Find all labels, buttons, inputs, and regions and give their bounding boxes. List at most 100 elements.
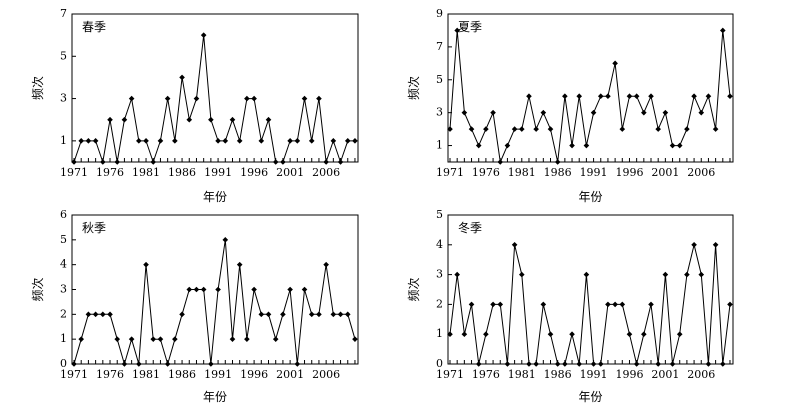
data-point xyxy=(121,116,128,123)
data-point xyxy=(186,286,193,293)
data-point xyxy=(605,93,611,100)
x-tick-label: 1996 xyxy=(240,368,268,381)
y-tick-label: 5 xyxy=(60,233,67,246)
data-point xyxy=(287,138,293,144)
x-tick-label: 1981 xyxy=(508,166,536,179)
data-point xyxy=(576,93,583,100)
data-point xyxy=(554,361,561,367)
data-point xyxy=(576,361,583,367)
data-point xyxy=(179,74,185,81)
data-point xyxy=(526,93,532,100)
data-point xyxy=(200,286,207,293)
chart-panel-spring: 1 3 5 7 1971 1976 1981 1986 1991 1996 2001 2006 春季年份… xyxy=(31,7,359,204)
data-point xyxy=(547,331,554,337)
x-tick-label: 1981 xyxy=(132,368,160,381)
data-point xyxy=(727,301,733,308)
data-point xyxy=(337,311,344,318)
data-point xyxy=(612,60,618,67)
data-point xyxy=(641,331,647,337)
data-point xyxy=(344,311,351,318)
data-point xyxy=(258,311,265,318)
x-tick-label: 1986 xyxy=(544,368,572,381)
data-point xyxy=(719,361,726,367)
data-point xyxy=(244,95,250,102)
data-point xyxy=(121,361,128,367)
data-point xyxy=(490,301,496,308)
data-point xyxy=(186,116,193,123)
data-point xyxy=(569,142,575,149)
x-tick-label: 1971 xyxy=(60,166,88,179)
data-point xyxy=(447,126,453,132)
data-point xyxy=(301,95,308,102)
data-point xyxy=(157,336,164,342)
data-point xyxy=(540,109,547,116)
data-point xyxy=(352,336,358,342)
data-point xyxy=(251,95,257,102)
data-point xyxy=(143,261,149,268)
data-point xyxy=(712,242,719,248)
x-tick-label: 1981 xyxy=(508,368,536,381)
data-point xyxy=(272,159,279,165)
x-tick-label: 2001 xyxy=(276,368,304,381)
data-point xyxy=(676,142,683,149)
data-point xyxy=(316,311,322,318)
data-point xyxy=(698,109,705,116)
data-point xyxy=(236,138,243,144)
data-point xyxy=(691,242,697,248)
data-point xyxy=(669,361,676,367)
y-tick-label: 0 xyxy=(60,357,67,370)
data-point xyxy=(475,142,482,149)
data-point xyxy=(114,336,121,342)
data-point xyxy=(157,138,164,144)
data-point xyxy=(344,138,351,144)
data-point xyxy=(287,286,293,293)
y-tick-label: 4 xyxy=(436,238,443,251)
x-tick-label: 1971 xyxy=(436,166,464,179)
y-tick-label: 1 xyxy=(436,327,443,340)
data-point xyxy=(554,159,561,165)
data-point xyxy=(128,336,135,342)
data-point xyxy=(136,361,142,367)
data-point xyxy=(712,126,719,132)
data-point xyxy=(222,237,229,243)
x-axis-title: 年份 xyxy=(203,390,227,404)
chart-title: 冬季 xyxy=(458,220,482,235)
data-point xyxy=(294,361,301,367)
x-tick-label: 1976 xyxy=(96,166,124,179)
data-point xyxy=(229,116,236,123)
data-point xyxy=(475,361,482,367)
data-point xyxy=(454,271,460,278)
data-point xyxy=(633,93,640,100)
x-tick-label: 2001 xyxy=(276,166,304,179)
data-point xyxy=(684,271,690,278)
data-point xyxy=(583,142,590,149)
data-point xyxy=(648,301,654,308)
data-point xyxy=(533,126,539,132)
data-point xyxy=(337,159,344,165)
y-tick-label: 4 xyxy=(60,258,67,271)
y-tick-label: 3 xyxy=(60,92,67,105)
data-point xyxy=(705,361,712,367)
data-point xyxy=(727,93,733,100)
plot-frame xyxy=(447,214,734,365)
data-point xyxy=(308,138,315,144)
data-point xyxy=(447,331,453,337)
data-point xyxy=(676,331,683,337)
x-tick-label: 1991 xyxy=(580,166,608,179)
x-tick-label: 1986 xyxy=(168,368,196,381)
data-point xyxy=(698,271,705,278)
plot-frame xyxy=(71,13,359,163)
y-tick-label: 2 xyxy=(60,307,67,320)
data-point xyxy=(562,93,568,100)
data-point xyxy=(236,261,243,268)
data-point xyxy=(330,138,337,144)
data-point xyxy=(511,126,518,132)
data-point xyxy=(633,361,640,367)
data-point xyxy=(518,271,525,278)
data-point xyxy=(483,126,489,132)
y-axis-title: 频次 xyxy=(407,277,421,301)
data-point xyxy=(150,159,157,165)
data-point xyxy=(323,261,329,268)
data-point xyxy=(669,142,676,149)
